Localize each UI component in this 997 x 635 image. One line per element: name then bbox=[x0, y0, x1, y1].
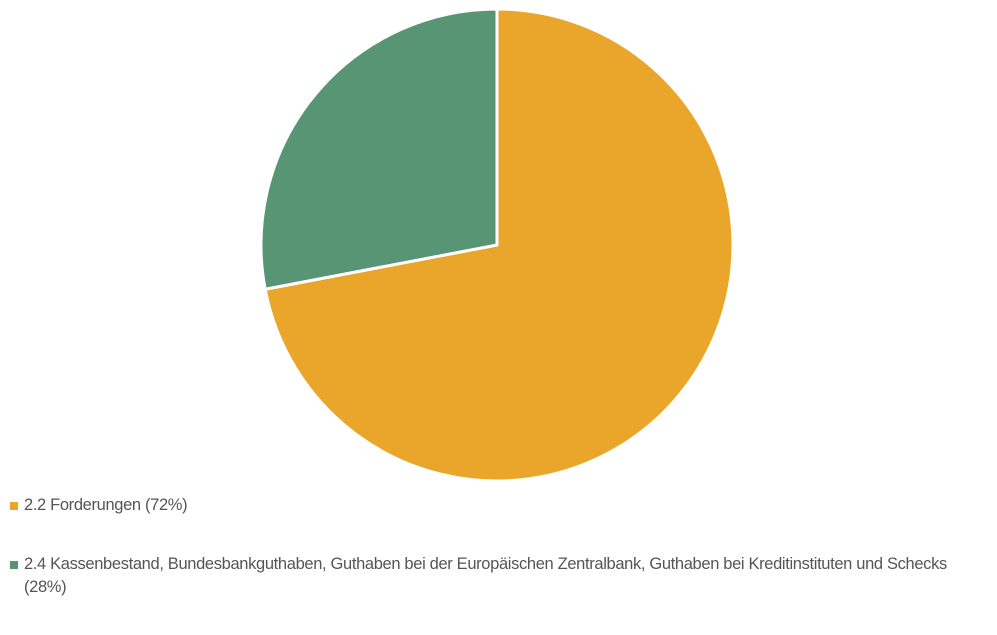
legend-swatch bbox=[10, 502, 18, 510]
pie-slice bbox=[263, 7, 735, 483]
chart bbox=[259, 7, 735, 483]
legend-entry: 2.2 Forderungen (72%) bbox=[10, 494, 992, 517]
legend-entry: 2.4 Kassenbestand, Bundesbankguthaben, G… bbox=[10, 553, 992, 599]
pie-slice bbox=[259, 7, 499, 291]
legend-swatch bbox=[10, 561, 18, 569]
page: 2.2 Forderungen (72%) 2.4 Kassenbestand, … bbox=[10, 7, 948, 596]
legend-label: 2.4 Kassenbestand, Bundesbankguthaben, G… bbox=[24, 555, 947, 596]
legend: 2.2 Forderungen (72%) 2.4 Kassenbestand, … bbox=[10, 494, 992, 635]
legend-label: 2.2 Forderungen (72%) bbox=[24, 496, 188, 514]
